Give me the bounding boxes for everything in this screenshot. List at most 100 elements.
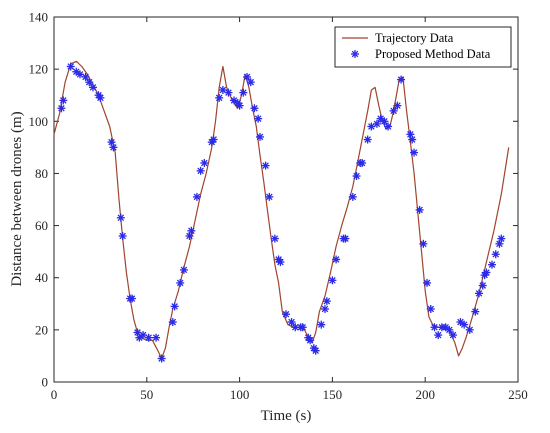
data-point-marker	[372, 119, 381, 128]
data-point-marker	[59, 96, 68, 105]
data-point-marker	[157, 354, 166, 363]
data-point-marker	[408, 135, 417, 144]
data-point-marker	[482, 268, 491, 277]
data-point-marker	[170, 302, 179, 311]
data-point-marker	[348, 192, 357, 201]
data-point-marker	[179, 265, 188, 274]
legend-proposed-label: Proposed Method Data	[375, 47, 491, 61]
data-point-marker	[445, 325, 454, 334]
data-point-marker	[471, 307, 480, 316]
data-point-marker	[246, 78, 255, 87]
data-point-marker	[423, 278, 432, 287]
data-point-marker	[152, 333, 161, 342]
proposed-method-markers	[57, 62, 506, 363]
data-point-marker	[239, 88, 248, 97]
data-point-marker	[298, 323, 307, 332]
data-point-marker	[410, 148, 419, 157]
trajectory-line	[53, 60, 510, 360]
data-point-marker	[341, 234, 350, 243]
x-axis-title: Time (s)	[261, 408, 312, 424]
data-point-marker	[215, 93, 224, 102]
data-point-marker	[332, 255, 341, 264]
y-tick-label: 140	[29, 10, 49, 25]
data-point-marker	[415, 205, 424, 214]
series-layer	[53, 60, 510, 363]
y-tick-label: 0	[42, 375, 49, 390]
data-point-marker	[81, 72, 90, 81]
data-point-marker	[270, 234, 279, 243]
data-point-marker	[135, 333, 144, 342]
data-point-marker	[96, 93, 105, 102]
data-point-marker	[488, 260, 497, 269]
legend-box	[334, 26, 512, 68]
data-point-marker	[380, 117, 389, 126]
y-tick-label: 80	[35, 166, 48, 181]
data-point-marker	[66, 62, 75, 71]
x-tick-label: 250	[508, 387, 528, 402]
data-point-marker	[235, 101, 244, 110]
y-axis-ticks: 0 20 40 60 80 100 120 140	[29, 10, 518, 390]
y-tick-label: 100	[29, 114, 49, 129]
data-point-marker	[291, 323, 300, 332]
data-point-marker	[328, 276, 337, 285]
data-point-marker	[306, 336, 315, 345]
plot-area-border	[53, 16, 519, 383]
y-tick-label: 40	[35, 270, 48, 285]
data-point-marker	[478, 281, 487, 290]
legend-proposed-swatch	[351, 50, 359, 58]
data-point-marker	[256, 132, 265, 141]
data-point-marker	[287, 318, 296, 327]
data-point-marker	[475, 289, 484, 298]
data-point-marker	[176, 278, 185, 287]
data-point-marker	[116, 213, 125, 222]
data-point-marker	[187, 226, 196, 235]
x-tick-label: 100	[230, 387, 250, 402]
data-point-marker	[317, 320, 326, 329]
x-tick-label: 50	[140, 387, 153, 402]
x-tick-label: 0	[51, 387, 58, 402]
data-point-marker	[243, 72, 252, 81]
data-point-marker	[127, 294, 136, 303]
data-point-marker	[426, 305, 435, 313]
data-point-marker	[363, 135, 372, 144]
legend: Trajectory Data Proposed Method Data	[334, 26, 512, 68]
data-point-marker	[311, 346, 320, 355]
data-point-marker	[465, 325, 474, 334]
data-point-marker	[282, 310, 290, 319]
legend-trajectory-label: Trajectory Data	[375, 31, 454, 45]
data-point-marker	[449, 331, 458, 340]
data-point-marker	[497, 234, 506, 243]
data-point-marker	[397, 75, 406, 84]
data-point-marker	[419, 239, 428, 248]
data-point-marker	[389, 106, 398, 115]
data-point-marker	[261, 161, 270, 170]
data-point-marker	[224, 88, 233, 97]
data-point-marker	[118, 232, 127, 240]
data-point-marker	[250, 104, 259, 113]
data-point-marker	[139, 331, 148, 340]
data-point-marker	[491, 250, 500, 259]
data-point-marker	[430, 323, 439, 332]
data-point-marker	[200, 159, 209, 167]
y-tick-label: 20	[35, 322, 48, 337]
data-point-marker	[57, 104, 66, 113]
data-point-marker	[254, 114, 263, 123]
x-tick-label: 150	[323, 387, 343, 402]
data-point-marker	[209, 135, 218, 144]
data-point-marker	[434, 331, 443, 340]
data-point-marker	[72, 67, 81, 76]
data-point-marker	[393, 101, 402, 110]
x-axis-ticks: 0 50 100 150 200 250	[51, 17, 528, 402]
y-tick-label: 120	[29, 62, 49, 77]
data-point-marker	[351, 50, 359, 58]
data-point-marker	[367, 122, 376, 131]
data-point-marker	[322, 297, 331, 306]
x-tick-label: 200	[415, 387, 435, 402]
data-point-marker	[276, 258, 285, 267]
data-point-marker	[168, 318, 177, 327]
data-point-marker	[85, 78, 94, 87]
plot-frame	[53, 16, 519, 383]
data-point-marker	[384, 122, 393, 131]
y-tick-label: 60	[35, 218, 48, 233]
